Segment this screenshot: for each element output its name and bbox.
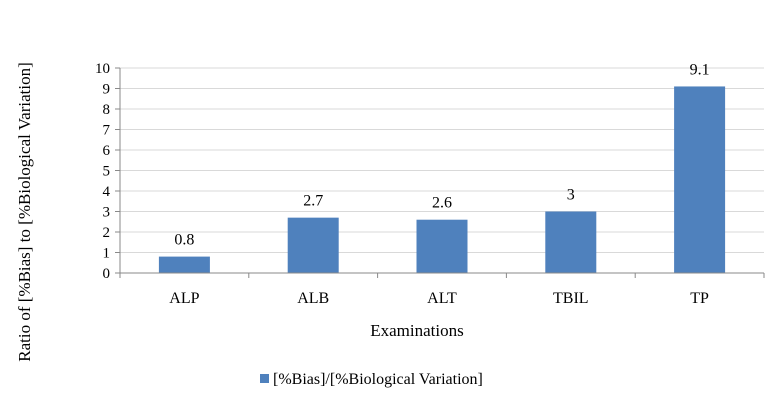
x-tick-label: TBIL xyxy=(553,290,589,307)
data-label: 0.8 xyxy=(174,232,194,249)
bar-alp xyxy=(158,256,210,273)
x-tick-label: ALB xyxy=(297,290,329,307)
gridlines xyxy=(120,67,764,253)
y-tick-label: 9 xyxy=(103,82,111,98)
legend-swatch xyxy=(260,374,269,383)
bars xyxy=(158,86,726,273)
y-tick-label: 6 xyxy=(103,143,111,159)
axes xyxy=(115,67,765,278)
x-tick-label: ALT xyxy=(427,290,457,307)
y-tick-label: 0 xyxy=(103,266,111,282)
bar-alt xyxy=(416,219,468,273)
y-axis-title: Ratio of [%Bias] to [%Biological Variati… xyxy=(15,62,34,361)
bar-tbil xyxy=(545,211,597,273)
y-tick-label: 7 xyxy=(103,123,111,139)
y-tick-label: 1 xyxy=(103,246,111,262)
x-axis-title: Examinations xyxy=(370,321,463,340)
data-label: 9.1 xyxy=(690,61,710,78)
data-label: 3 xyxy=(567,187,575,204)
x-tick-label: TP xyxy=(690,290,709,307)
labels: 0 1 2 3 4 5 6 7 8 9 10 0.8 ALP 2.7 ALB 2.6 ALT 3 TBIL 9.1 TP xyxy=(95,61,710,307)
y-tick-label: 4 xyxy=(103,184,111,200)
y-tick-label: 3 xyxy=(103,205,111,221)
legend: [%Bias]/[%Biological Variation] xyxy=(260,371,483,388)
y-tick-label: 2 xyxy=(103,225,111,241)
bar-alb xyxy=(287,217,339,273)
data-label: 2.7 xyxy=(303,193,323,210)
y-tick-label: 10 xyxy=(95,61,110,77)
bar-tp xyxy=(674,86,726,273)
x-tick-label: ALP xyxy=(169,290,199,307)
y-tick-label: 8 xyxy=(103,102,111,118)
legend-label: [%Bias]/[%Biological Variation] xyxy=(273,371,483,388)
y-tick-label: 5 xyxy=(103,164,111,180)
data-label: 2.6 xyxy=(432,195,452,212)
